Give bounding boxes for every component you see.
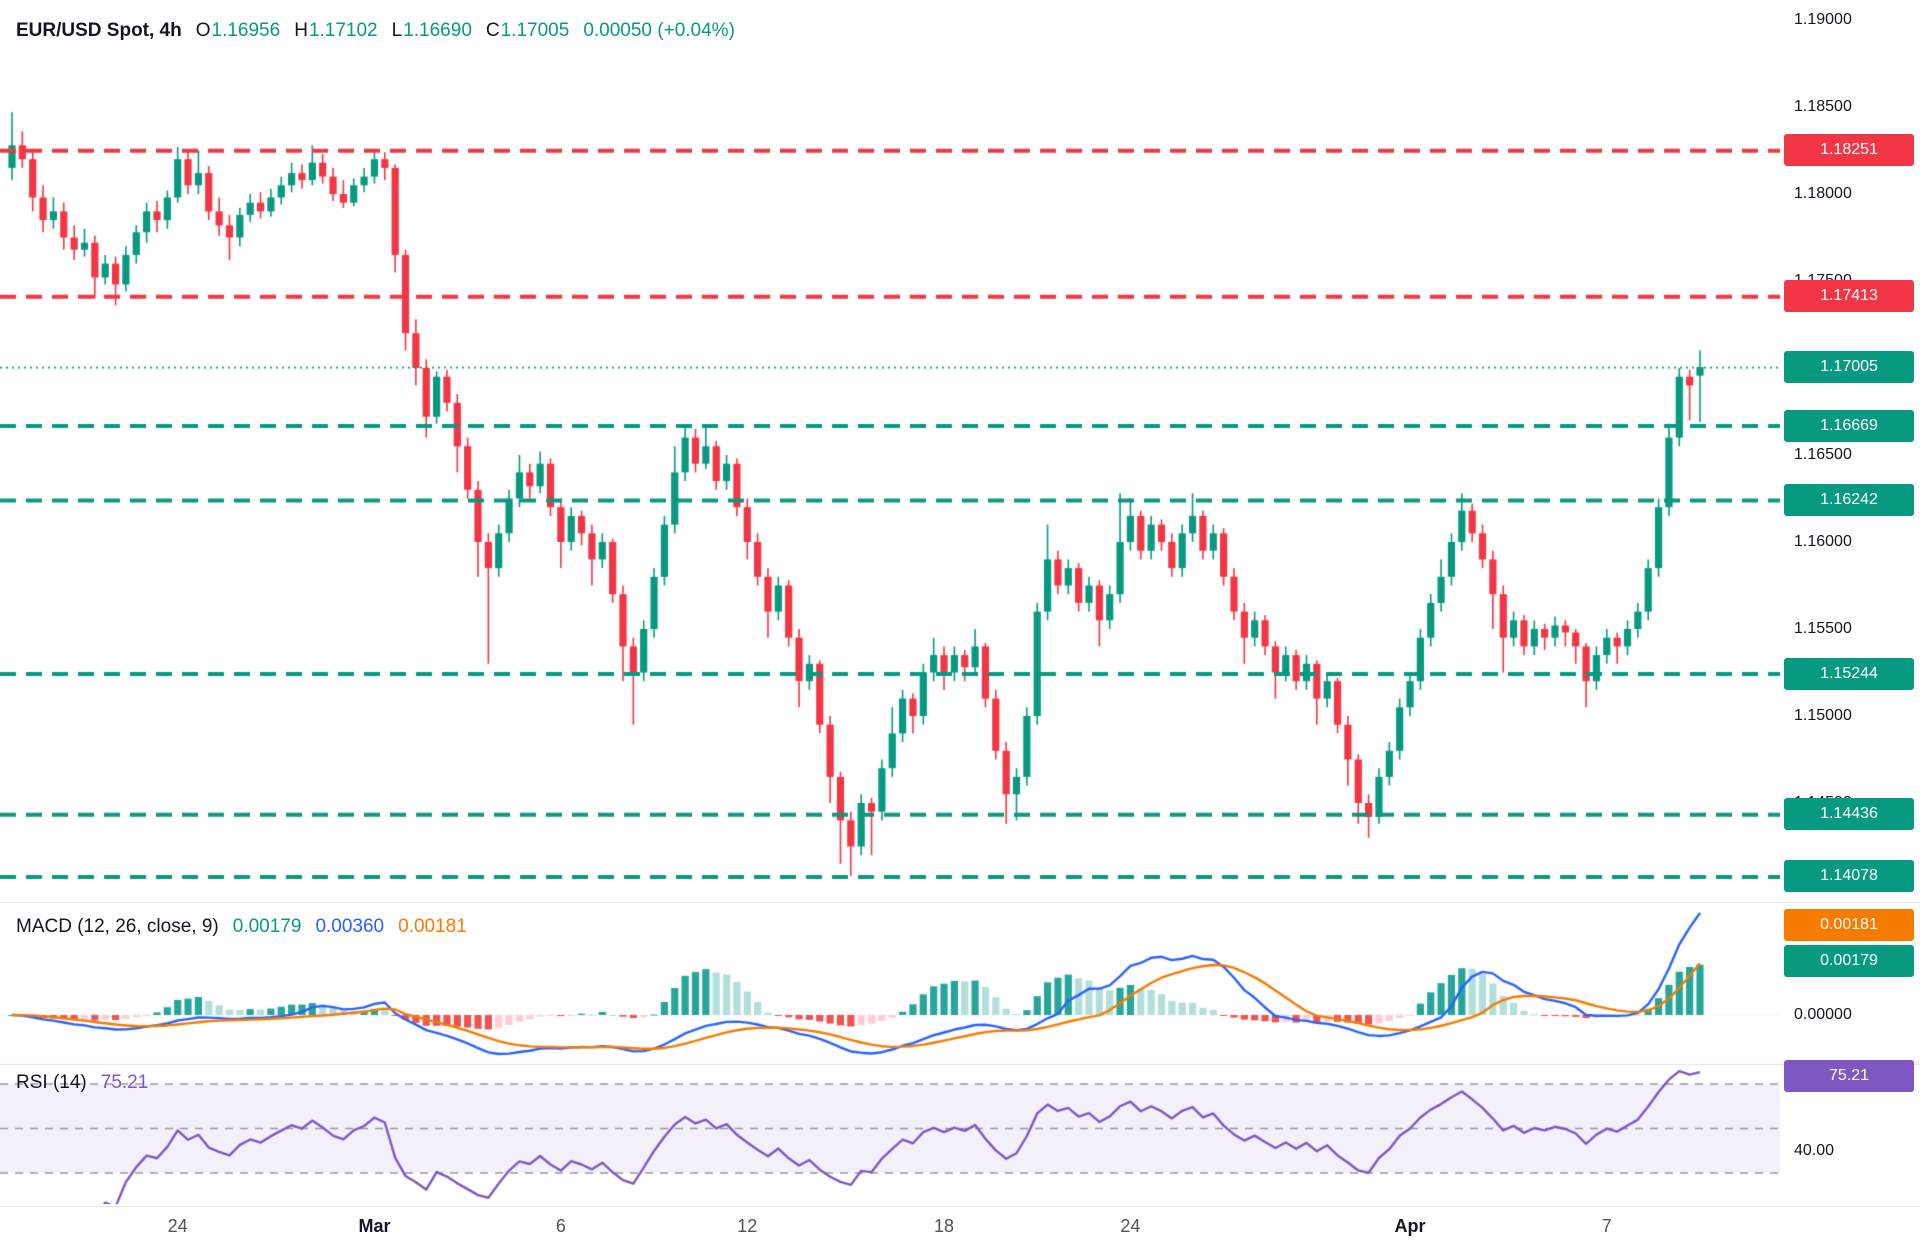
rsi-title: RSI (14) (16, 1072, 87, 1093)
macd-line-value: 0.00360 (315, 916, 385, 937)
price-axis-tick: 1.18500 (1794, 98, 1852, 115)
price-axis[interactable]: 1.190001.185001.180001.175001.170001.165… (1780, 0, 1920, 1246)
close-label: C (485, 20, 500, 41)
ohlc-high: H 1.17102 (294, 20, 377, 42)
price-level-badge[interactable]: 1.17413 (1784, 280, 1914, 313)
price-axis-tick: 1.19000 (1794, 11, 1852, 28)
ohlc-low: L 1.16690 (392, 20, 472, 42)
symbol-title: EUR/USD Spot, 4h (16, 20, 182, 41)
time-axis-label: 18 (934, 1216, 955, 1236)
close-value: 1.17005 (500, 20, 570, 41)
price-level-badge[interactable]: 1.18251 (1784, 134, 1914, 167)
macd-hist-badge: 0.00179 (1784, 945, 1914, 977)
time-axis-label: Mar (358, 1216, 391, 1236)
rsi-legend: RSI (14) 75.21 (16, 1072, 148, 1094)
rsi-tick-label: 40.00 (1794, 1142, 1835, 1159)
time-axis-label: 6 (555, 1216, 566, 1236)
time-axis-label: Apr (1394, 1216, 1426, 1236)
macd-legend: MACD (12, 26, close, 9) 0.00179 0.00360 … (16, 916, 467, 938)
open-label: O (195, 20, 211, 41)
time-axis[interactable]: 24 Mar 6 12 18 24 Apr 7 (0, 1206, 1920, 1246)
open-value: 1.16956 (211, 20, 281, 41)
ohlc-open: O 1.16956 (196, 20, 280, 42)
price-level-badge[interactable]: 1.15244 (1784, 657, 1914, 690)
ohlc-close: C 1.17005 (486, 20, 569, 42)
price-axis-tick: 1.16000 (1794, 533, 1852, 550)
price-axis-tick: 1.15500 (1794, 620, 1852, 637)
high-value: 1.17102 (308, 20, 378, 41)
macd-zero-label: 0.00000 (1794, 1006, 1852, 1023)
low-label: L (391, 20, 403, 41)
change-value: 0.00050 (+0.04%) (583, 20, 735, 41)
time-axis-label: 24 (167, 1216, 188, 1236)
price-level-badge[interactable]: 1.14436 (1784, 798, 1914, 831)
price-axis-tick: 1.15000 (1794, 707, 1852, 724)
macd-signal-value: 0.00181 (398, 916, 467, 937)
macd-hist-value: 0.00179 (232, 916, 302, 937)
price-axis-tick: 1.18000 (1794, 185, 1852, 202)
time-axis-label: 7 (1601, 1216, 1612, 1236)
time-axis-label: 24 (1120, 1216, 1141, 1236)
rsi-value-badge: 75.21 (1784, 1060, 1914, 1092)
symbol-legend: EUR/USD Spot, 4h O 1.16956 H 1.17102 L 1.16… (16, 20, 735, 42)
last-price-badge: 1.17005 (1784, 351, 1914, 384)
macd-title: MACD (12, 26, close, 9) (16, 916, 219, 937)
price-level-badge[interactable]: 1.14078 (1784, 860, 1914, 893)
time-axis-label: 12 (737, 1216, 758, 1236)
price-level-badge[interactable]: 1.16242 (1784, 483, 1914, 516)
macd-signal-badge: 0.00181 (1784, 909, 1914, 941)
high-label: H (294, 20, 308, 41)
price-level-badge[interactable]: 1.16669 (1784, 409, 1914, 442)
rsi-value: 75.21 (100, 1072, 149, 1093)
price-axis-tick: 1.16500 (1794, 446, 1852, 463)
low-value: 1.16690 (403, 20, 472, 41)
